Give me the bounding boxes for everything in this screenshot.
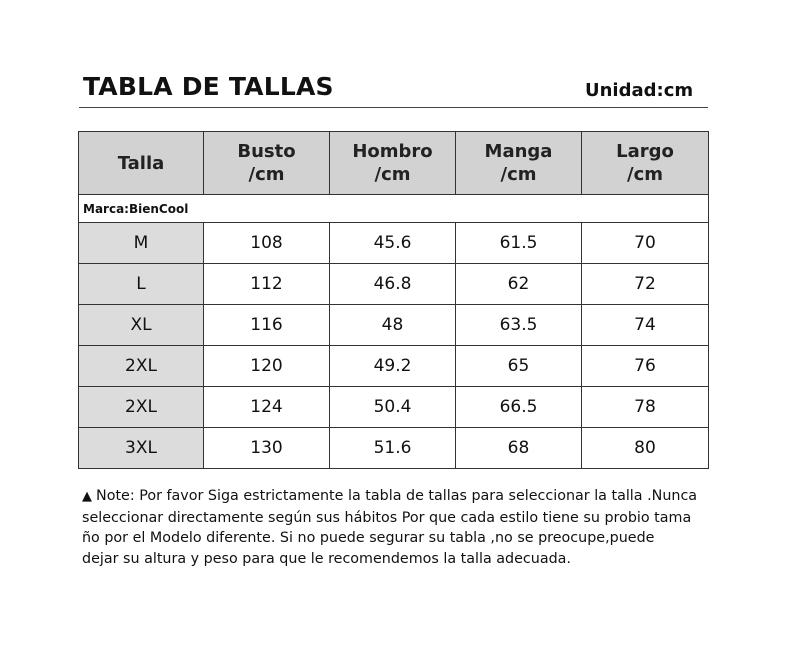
manga-cell: 68 — [455, 427, 582, 469]
largo-cell: 74 — [581, 304, 709, 346]
manga-cell: 62 — [455, 263, 582, 305]
table-row: M 108 45.6 61.5 70 — [78, 222, 709, 264]
largo-cell: 76 — [581, 345, 709, 387]
size-cell: 2XL — [78, 386, 204, 428]
size-cell: 2XL — [78, 345, 204, 387]
title-divider — [79, 107, 708, 108]
note-text: Note: Por favor Siga estrictamente la ta… — [96, 488, 698, 504]
unit-label: Unidad:cm — [585, 80, 694, 101]
column-header-largo: Largo /cm — [581, 131, 709, 195]
busto-cell: 108 — [203, 222, 330, 264]
column-header-busto: Busto /cm — [203, 131, 330, 195]
column-header-hombro: Hombro /cm — [329, 131, 456, 195]
size-table: Talla Busto /cm Hombro /cm Manga /cm Lar… — [78, 131, 709, 469]
column-header-label: Busto — [237, 141, 296, 162]
manga-cell: 63.5 — [455, 304, 582, 346]
hombro-cell: 48 — [329, 304, 456, 346]
column-header-unit: /cm — [248, 164, 285, 185]
manga-cell: 65 — [455, 345, 582, 387]
column-header-unit: /cm — [627, 164, 663, 185]
page-title: TABLA DE TALLAS — [83, 72, 334, 101]
column-header-label: Hombro — [352, 141, 433, 162]
busto-cell: 116 — [203, 304, 330, 346]
hombro-cell: 51.6 — [329, 427, 456, 469]
brand-label: Marca:BienCool — [78, 194, 709, 223]
table-row: L 112 46.8 62 72 — [78, 263, 709, 305]
manga-cell: 61.5 — [455, 222, 582, 264]
brand-row: Marca:BienCool — [78, 194, 709, 223]
busto-cell: 124 — [203, 386, 330, 428]
largo-cell: 72 — [581, 263, 709, 305]
table-row: 2XL 120 49.2 65 76 — [78, 345, 709, 387]
column-header-unit: /cm — [500, 164, 537, 185]
column-header-unit: /cm — [374, 164, 411, 185]
note-line: dejar su altura y peso para que le recom… — [82, 550, 571, 567]
largo-cell: 80 — [581, 427, 709, 469]
note-line: ño por el Modelo diferente. Si no puede … — [82, 530, 655, 546]
largo-cell: 70 — [581, 222, 709, 264]
hombro-cell: 46.8 — [329, 263, 456, 305]
size-note: ▲ Note: Por favor Siga estrictamente la t… — [82, 486, 712, 569]
note-line: ▲ Note: Por favor Siga estrictamente la t… — [82, 486, 712, 508]
busto-cell: 120 — [203, 345, 330, 387]
note-line: seleccionar directamente según sus hábit… — [82, 509, 692, 526]
table-row: 2XL 124 50.4 66.5 78 — [78, 386, 709, 428]
size-cell: M — [78, 222, 204, 264]
table-header-row: Talla Busto /cm Hombro /cm Manga /cm Lar… — [78, 131, 709, 195]
triangle-bullet-icon: ▲ — [82, 489, 92, 504]
busto-cell: 130 — [203, 427, 330, 469]
table-row: 3XL 130 51.6 68 80 — [78, 427, 709, 469]
size-cell: L — [78, 263, 204, 305]
busto-cell: 112 — [203, 263, 330, 305]
size-cell: 3XL — [78, 427, 204, 469]
column-header-manga: Manga /cm — [455, 131, 582, 195]
hombro-cell: 45.6 — [329, 222, 456, 264]
hombro-cell: 49.2 — [329, 345, 456, 387]
column-header-talla: Talla — [78, 131, 204, 195]
manga-cell: 66.5 — [455, 386, 582, 428]
largo-cell: 78 — [581, 386, 709, 428]
size-cell: XL — [78, 304, 204, 346]
column-header-label: Talla — [117, 152, 165, 174]
column-header-label: Largo — [616, 141, 674, 162]
table-row: XL 116 48 63.5 74 — [78, 304, 709, 346]
column-header-label: Manga — [484, 141, 553, 162]
hombro-cell: 50.4 — [329, 386, 456, 428]
